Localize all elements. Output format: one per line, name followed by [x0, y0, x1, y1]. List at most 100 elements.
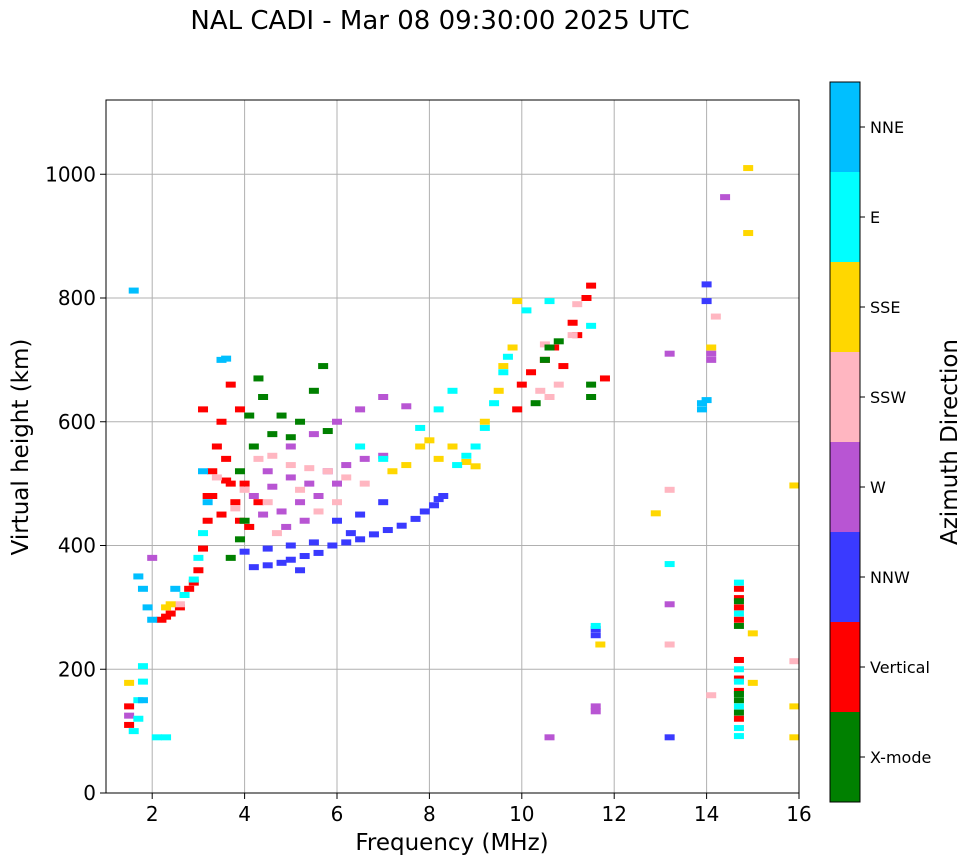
data-point: [253, 375, 264, 382]
series-e: [128, 298, 744, 741]
y-tick-label: 1000: [45, 162, 96, 186]
data-point: [188, 579, 199, 586]
data-point: [234, 406, 245, 413]
data-point: [447, 387, 458, 394]
data-point: [267, 431, 278, 438]
data-point: [590, 632, 601, 639]
x-tick-label: 6: [331, 802, 344, 826]
data-point: [498, 363, 509, 370]
data-point: [234, 468, 245, 475]
data-point: [225, 554, 236, 561]
data-point: [590, 703, 601, 710]
data-point: [544, 394, 555, 400]
data-point: [137, 585, 148, 592]
data-point: [419, 508, 430, 515]
data-point: [147, 554, 158, 561]
data-point: [489, 400, 500, 407]
data-point: [733, 598, 744, 605]
data-point: [299, 517, 310, 524]
data-point: [211, 443, 222, 450]
data-point: [285, 462, 296, 469]
data-point: [512, 298, 523, 305]
data-point: [415, 424, 426, 431]
data-point: [258, 394, 269, 400]
data-point: [544, 734, 555, 741]
data-point: [521, 307, 532, 314]
data-point: [355, 406, 366, 413]
data-point: [581, 295, 592, 301]
data-point: [262, 499, 273, 506]
data-point: [332, 517, 342, 524]
data-point: [332, 418, 342, 425]
data-point: [355, 443, 366, 450]
data-point: [567, 319, 578, 326]
data-point: [341, 462, 352, 469]
data-point: [156, 616, 167, 623]
data-point: [447, 443, 458, 450]
colorbar-tick-label: SSE: [870, 298, 900, 317]
data-point: [733, 733, 744, 740]
plot-frame: [105, 99, 800, 794]
data-point: [789, 482, 800, 489]
data-point: [650, 510, 661, 517]
data-point: [701, 298, 712, 305]
data-point: [512, 406, 523, 413]
data-point: [586, 282, 597, 289]
data-point: [590, 708, 601, 715]
colorbar-tick-label: X-mode: [870, 748, 931, 767]
data-point: [345, 530, 356, 537]
data-point: [479, 418, 490, 425]
series-nnw: [239, 281, 712, 741]
data-point: [258, 511, 269, 518]
data-point: [567, 332, 578, 339]
data-point: [382, 527, 393, 534]
data-point: [733, 656, 744, 663]
data-point: [248, 493, 259, 499]
data-point: [396, 522, 407, 529]
data-point: [747, 630, 758, 637]
data-point: [586, 381, 597, 388]
y-tick-label: 400: [58, 534, 96, 558]
data-point: [174, 604, 185, 611]
data-point: [378, 499, 389, 506]
data-point: [234, 536, 245, 543]
data-point: [535, 387, 546, 394]
data-point: [304, 465, 315, 472]
data-point: [438, 493, 449, 499]
y-axis-label: Virtual height (km): [8, 339, 34, 556]
data-point: [198, 468, 209, 475]
data-point: [415, 443, 426, 450]
data-point: [198, 545, 209, 552]
data-point: [470, 443, 481, 450]
x-tick-label: 10: [509, 802, 534, 826]
data-point: [733, 703, 744, 710]
data-point: [308, 387, 319, 394]
data-point: [433, 496, 444, 503]
data-point: [341, 474, 352, 481]
x-axis-label: Frequency (MHz): [355, 830, 548, 856]
data-point: [470, 463, 481, 470]
data-point: [733, 697, 744, 704]
data-point: [198, 406, 209, 413]
data-point: [248, 564, 259, 571]
data-point: [327, 542, 338, 549]
data-point: [387, 468, 398, 475]
data-point: [267, 483, 278, 490]
data-point: [733, 622, 744, 629]
data-point: [161, 734, 172, 741]
data-point: [733, 604, 744, 611]
data-point: [211, 474, 222, 481]
data-point: [128, 728, 139, 735]
colorbar-swatch: [830, 82, 860, 172]
data-point: [664, 486, 675, 493]
data-point: [789, 734, 800, 741]
data-marks: [124, 165, 800, 741]
data-point: [285, 434, 296, 441]
data-point: [216, 511, 227, 518]
data-point: [378, 452, 389, 459]
x-tick-label: 14: [694, 802, 719, 826]
data-point: [313, 508, 324, 515]
data-point: [710, 313, 721, 320]
data-point: [322, 468, 333, 475]
data-point: [221, 477, 232, 484]
